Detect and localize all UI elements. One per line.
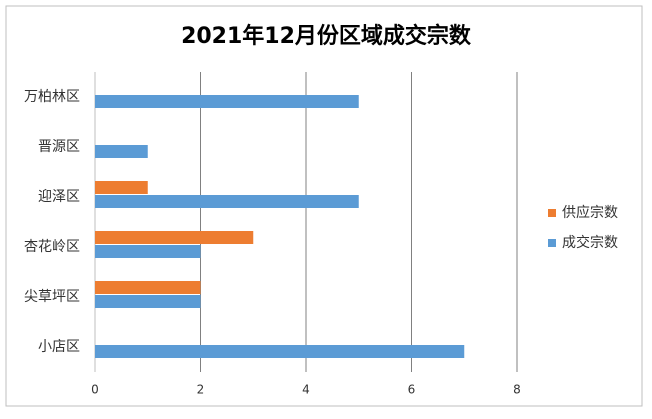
- y-tick-label: 晋源区: [38, 139, 80, 155]
- bar: [95, 195, 359, 208]
- legend-label: 供应宗数: [562, 204, 618, 221]
- y-tick-label: 迎泽区: [38, 189, 80, 205]
- x-tick-label: 8: [513, 383, 521, 397]
- bar: [95, 295, 201, 308]
- bar: [95, 345, 465, 358]
- chart-title: 2021年12月份区域成交宗数: [181, 23, 472, 49]
- bar: [95, 95, 359, 108]
- legend-swatch: [548, 239, 556, 247]
- x-tick-label: 2: [197, 383, 205, 397]
- y-tick-label: 尖草坪区: [24, 289, 80, 305]
- y-tick-label: 万柏林区: [24, 89, 80, 105]
- bar: [95, 181, 148, 194]
- y-tick-label: 小店区: [38, 339, 80, 355]
- legend-swatch: [548, 209, 556, 217]
- x-tick-label: 0: [91, 383, 99, 397]
- y-tick-label: 杏花岭区: [24, 239, 80, 255]
- x-tick-label: 4: [302, 383, 310, 397]
- x-tick-label: 6: [408, 383, 416, 397]
- bar: [95, 245, 201, 258]
- legend-label: 成交宗数: [562, 234, 618, 251]
- bar: [95, 231, 254, 244]
- bar: [95, 281, 201, 294]
- bar: [95, 145, 148, 158]
